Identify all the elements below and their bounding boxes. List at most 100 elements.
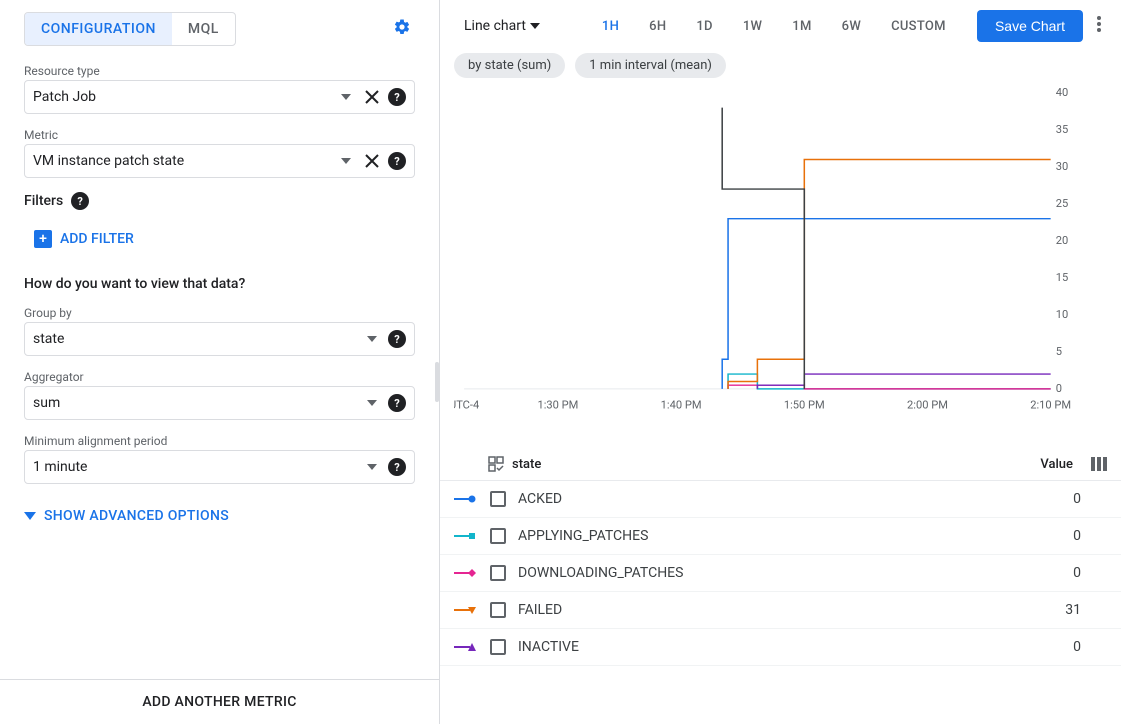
dropdown-icon: [362, 393, 382, 413]
legend-row[interactable]: ACKED 0: [440, 481, 1121, 518]
help-icon[interactable]: ?: [388, 330, 406, 348]
series-marker-icon: [454, 642, 478, 652]
time-range-group: 1H6H1D1W1M6WCUSTOM: [588, 13, 960, 40]
svg-text:10: 10: [1056, 308, 1068, 321]
config-tabs: CONFIGURATION MQL: [24, 12, 236, 46]
config-panel: CONFIGURATION MQL Resource type Patch Jo…: [0, 0, 440, 724]
series-value: 0: [1021, 491, 1081, 507]
dropdown-icon: [530, 23, 540, 29]
time-range-1d[interactable]: 1D: [682, 13, 726, 40]
add-filter-button[interactable]: + ADD FILTER: [24, 224, 415, 254]
series-name: APPLYING_PATCHES: [518, 528, 1009, 544]
resource-type-select[interactable]: Patch Job ?: [24, 80, 415, 114]
group-by-value: state: [33, 331, 356, 347]
filters-heading: Filters ?: [24, 192, 415, 210]
series-value: 31: [1021, 602, 1081, 618]
svg-text:2:00 PM: 2:00 PM: [907, 399, 948, 412]
svg-text:20: 20: [1056, 234, 1068, 247]
series-marker-icon: [454, 605, 478, 615]
chip: by state (sum): [454, 53, 565, 78]
svg-text:1:50 PM: 1:50 PM: [784, 399, 825, 412]
time-range-1w[interactable]: 1W: [729, 13, 776, 40]
series-checkbox[interactable]: [490, 639, 506, 655]
svg-text:1:40 PM: 1:40 PM: [661, 399, 702, 412]
series-value: 0: [1021, 565, 1081, 581]
group-by-label: Group by: [24, 306, 415, 320]
svg-text:1:30 PM: 1:30 PM: [538, 399, 579, 412]
series-name: ACKED: [518, 491, 1009, 507]
series-checkbox[interactable]: [490, 528, 506, 544]
time-range-6h[interactable]: 6H: [635, 13, 680, 40]
resize-handle[interactable]: [435, 362, 439, 402]
chart-panel: Line chart 1H6H1D1W1M6WCUSTOM Save Chart…: [440, 0, 1121, 724]
help-icon[interactable]: ?: [388, 394, 406, 412]
series-name: FAILED: [518, 602, 1009, 618]
min-align-label: Minimum alignment period: [24, 434, 415, 448]
columns-icon[interactable]: [1091, 457, 1107, 471]
svg-text:40: 40: [1056, 88, 1068, 99]
aggregator-select[interactable]: sum ?: [24, 386, 415, 420]
tab-configuration[interactable]: CONFIGURATION: [25, 13, 172, 45]
more-options-icon[interactable]: [1091, 10, 1107, 42]
add-another-metric-button[interactable]: ADD ANOTHER METRIC: [0, 679, 439, 724]
dropdown-icon: [362, 329, 382, 349]
legend-table: ACKED 0 APPLYING_PATCHES 0 DOWNLOADING_P…: [440, 481, 1121, 724]
view-question-heading: How do you want to view that data?: [24, 276, 415, 292]
chip-row: by state (sum) 1 min interval (mean): [440, 53, 1121, 88]
help-icon[interactable]: ?: [388, 458, 406, 476]
aggregation-icon[interactable]: [488, 456, 504, 472]
series-checkbox[interactable]: [490, 491, 506, 507]
aggregator-value: sum: [33, 395, 356, 411]
chart-type-select[interactable]: Line chart: [454, 12, 550, 40]
chip: 1 min interval (mean): [575, 53, 726, 78]
metric-label: Metric: [24, 128, 415, 142]
clear-icon[interactable]: [362, 151, 382, 171]
time-range-custom[interactable]: CUSTOM: [877, 13, 960, 40]
legend-row[interactable]: APPLYING_PATCHES 0: [440, 518, 1121, 555]
svg-text:15: 15: [1056, 271, 1068, 284]
series-name: DOWNLOADING_PATCHES: [518, 565, 1009, 581]
series-value: 0: [1021, 639, 1081, 655]
series-name: INACTIVE: [518, 639, 1009, 655]
legend-row[interactable]: FAILED 31: [440, 592, 1121, 629]
series-checkbox[interactable]: [490, 602, 506, 618]
series-marker-icon: [454, 568, 478, 578]
legend-value-header: Value: [1040, 457, 1073, 472]
gear-icon[interactable]: [389, 14, 415, 44]
series-marker-icon: [454, 494, 478, 504]
time-range-1h[interactable]: 1H: [588, 13, 633, 40]
plus-icon: +: [34, 230, 52, 248]
legend-state-header: state: [512, 457, 541, 472]
save-chart-button[interactable]: Save Chart: [977, 10, 1083, 42]
dropdown-icon: [336, 151, 356, 171]
svg-text:5: 5: [1056, 345, 1062, 358]
svg-text:30: 30: [1056, 160, 1068, 173]
help-icon[interactable]: ?: [388, 152, 406, 170]
show-advanced-button[interactable]: SHOW ADVANCED OPTIONS: [24, 498, 415, 534]
svg-text:35: 35: [1056, 123, 1068, 136]
metric-select[interactable]: VM instance patch state ?: [24, 144, 415, 178]
time-range-1m[interactable]: 1M: [778, 13, 825, 40]
legend-header: state Value: [440, 448, 1121, 481]
time-range-6w[interactable]: 6W: [828, 13, 875, 40]
min-align-select[interactable]: 1 minute ?: [24, 450, 415, 484]
series-checkbox[interactable]: [490, 565, 506, 581]
legend-row[interactable]: INACTIVE 0: [440, 629, 1121, 666]
min-align-value: 1 minute: [33, 459, 356, 475]
chevron-down-icon: [24, 512, 36, 520]
legend-row[interactable]: DOWNLOADING_PATCHES 0: [440, 555, 1121, 592]
metric-value: VM instance patch state: [33, 153, 330, 169]
group-by-select[interactable]: state ?: [24, 322, 415, 356]
series-value: 0: [1021, 528, 1081, 544]
dropdown-icon: [336, 87, 356, 107]
help-icon[interactable]: ?: [388, 88, 406, 106]
clear-icon[interactable]: [362, 87, 382, 107]
aggregator-label: Aggregator: [24, 370, 415, 384]
svg-text:UTC-4: UTC-4: [454, 399, 479, 412]
help-icon[interactable]: ?: [71, 192, 89, 210]
dropdown-icon: [362, 457, 382, 477]
svg-text:2:10 PM: 2:10 PM: [1030, 399, 1071, 412]
tab-mql[interactable]: MQL: [172, 13, 235, 45]
svg-text:25: 25: [1056, 197, 1068, 210]
line-chart: 0510152025303540UTC-41:30 PM1:40 PM1:50 …: [440, 88, 1121, 448]
